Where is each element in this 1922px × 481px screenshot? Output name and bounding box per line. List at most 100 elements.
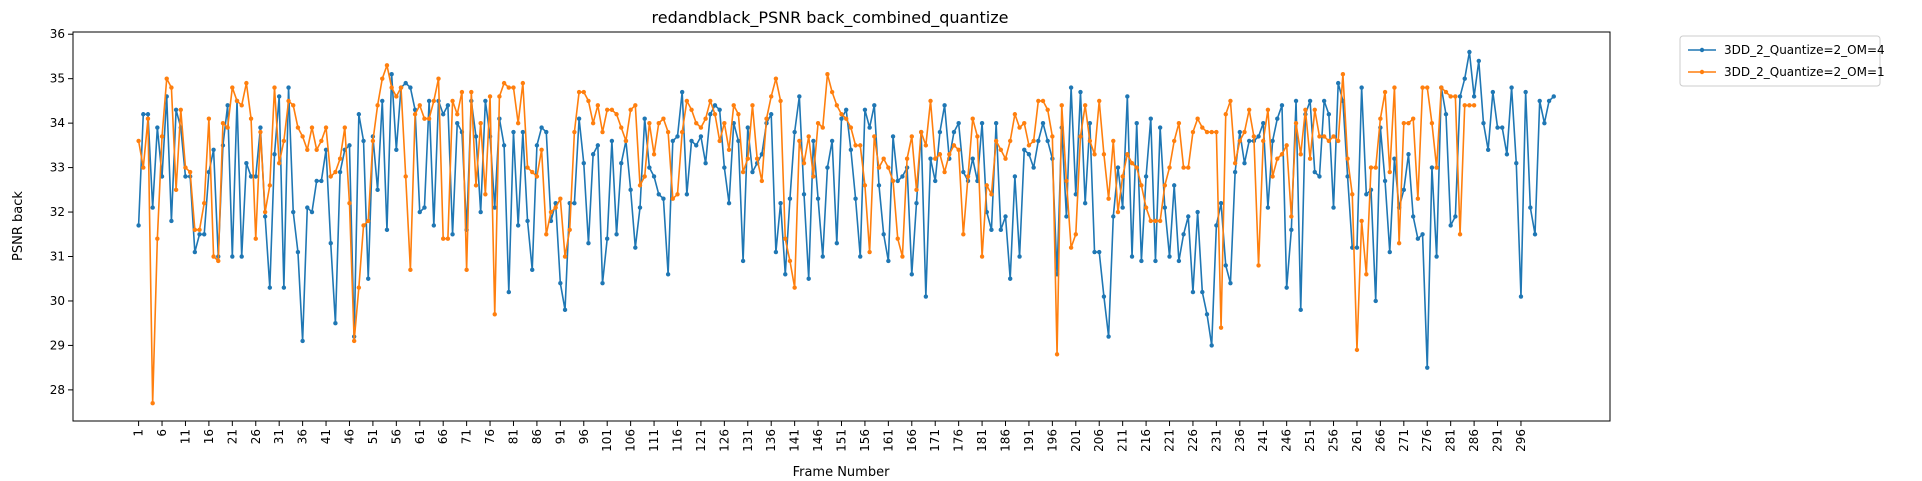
data-point xyxy=(961,169,966,175)
data-point xyxy=(506,85,511,90)
data-point xyxy=(276,94,282,99)
x-tick-label: 251 xyxy=(1303,429,1317,452)
x-tick-label: 226 xyxy=(1186,429,1200,452)
data-point xyxy=(389,85,394,90)
data-point xyxy=(1429,165,1435,170)
data-point xyxy=(1237,138,1243,144)
data-point xyxy=(515,120,521,126)
x-tick-label: 231 xyxy=(1209,429,1223,452)
data-point xyxy=(811,138,816,144)
data-point xyxy=(1279,103,1285,108)
data-point xyxy=(740,258,746,264)
x-tick-label: 131 xyxy=(741,429,755,452)
data-point xyxy=(1162,183,1168,188)
data-point xyxy=(1354,245,1360,250)
data-point xyxy=(909,134,914,139)
x-tick-label: 216 xyxy=(1139,429,1153,452)
y-tick-label: 34 xyxy=(50,116,65,130)
data-point xyxy=(305,205,310,210)
x-tick-label: 276 xyxy=(1420,429,1434,452)
data-point xyxy=(1270,174,1275,179)
data-point xyxy=(1031,165,1036,170)
data-point xyxy=(342,125,347,130)
data-point xyxy=(1410,116,1416,121)
data-point xyxy=(609,107,615,113)
data-point xyxy=(787,258,793,264)
data-point xyxy=(1115,165,1121,170)
data-point xyxy=(1129,160,1135,166)
data-point xyxy=(469,89,474,95)
data-point xyxy=(670,196,675,201)
x-tick-label: 266 xyxy=(1373,429,1387,452)
x-tick-label: 271 xyxy=(1397,429,1411,452)
x-tick-label: 76 xyxy=(483,429,497,444)
data-point xyxy=(1054,352,1060,357)
x-tick-label: 171 xyxy=(928,429,942,452)
y-tick-label: 30 xyxy=(50,294,65,308)
data-point xyxy=(942,169,947,175)
data-point xyxy=(839,116,844,121)
data-point xyxy=(1228,280,1233,286)
data-point xyxy=(1064,178,1069,184)
data-point xyxy=(1471,94,1477,99)
data-point xyxy=(431,223,437,228)
data-point xyxy=(895,236,900,241)
data-point xyxy=(1092,249,1097,255)
data-point xyxy=(717,107,722,113)
data-point xyxy=(431,98,437,104)
x-tick-label: 16 xyxy=(202,429,216,444)
data-point xyxy=(1223,112,1228,117)
data-point xyxy=(230,85,235,90)
data-point xyxy=(534,174,540,179)
x-tick-label: 111 xyxy=(647,429,661,452)
data-point xyxy=(426,116,432,121)
data-point xyxy=(1298,152,1303,157)
data-point xyxy=(1157,125,1163,130)
data-point xyxy=(1500,125,1505,130)
legend: 3DD_2_Quantize=2_OM=4 3DD_2_Quantize=2_OM… xyxy=(1679,35,1885,87)
data-point xyxy=(1350,192,1355,197)
data-point xyxy=(1265,107,1271,113)
data-point xyxy=(1392,156,1397,161)
data-point xyxy=(417,103,422,108)
data-point xyxy=(1284,143,1289,148)
data-point xyxy=(1106,334,1111,339)
data-point xyxy=(769,94,774,99)
data-point xyxy=(890,178,896,184)
data-point xyxy=(773,76,779,81)
data-point xyxy=(445,103,451,108)
x-tick-label: 206 xyxy=(1092,429,1106,452)
data-point xyxy=(993,138,999,144)
data-point xyxy=(169,85,174,90)
data-point xyxy=(197,232,202,237)
data-point xyxy=(937,129,943,135)
data-point xyxy=(900,254,905,259)
data-point xyxy=(698,125,704,130)
data-point xyxy=(684,192,690,197)
data-point xyxy=(1031,138,1036,144)
data-point xyxy=(1223,263,1228,268)
data-point xyxy=(642,174,647,179)
data-point xyxy=(300,338,305,344)
data-point xyxy=(1537,98,1542,104)
data-point xyxy=(745,156,750,161)
data-point xyxy=(1017,125,1022,130)
data-point xyxy=(225,103,230,108)
data-point xyxy=(637,205,643,210)
data-point xyxy=(272,85,277,90)
data-point xyxy=(473,183,479,188)
x-tick-label: 156 xyxy=(858,429,872,452)
legend-label: 3DD_2_Quantize=2_OM=1 xyxy=(1724,65,1885,79)
data-point xyxy=(942,103,947,108)
data-point xyxy=(726,147,732,153)
data-point xyxy=(1092,152,1097,157)
data-point xyxy=(984,183,989,188)
data-point xyxy=(858,143,863,148)
data-point xyxy=(1448,94,1453,99)
data-point xyxy=(801,160,807,166)
x-tick-label: 101 xyxy=(600,429,614,452)
chart-title: redandblack_PSNR back_combined_quantize xyxy=(652,8,1009,28)
data-point xyxy=(759,152,765,157)
x-tick-label: 146 xyxy=(811,429,825,452)
